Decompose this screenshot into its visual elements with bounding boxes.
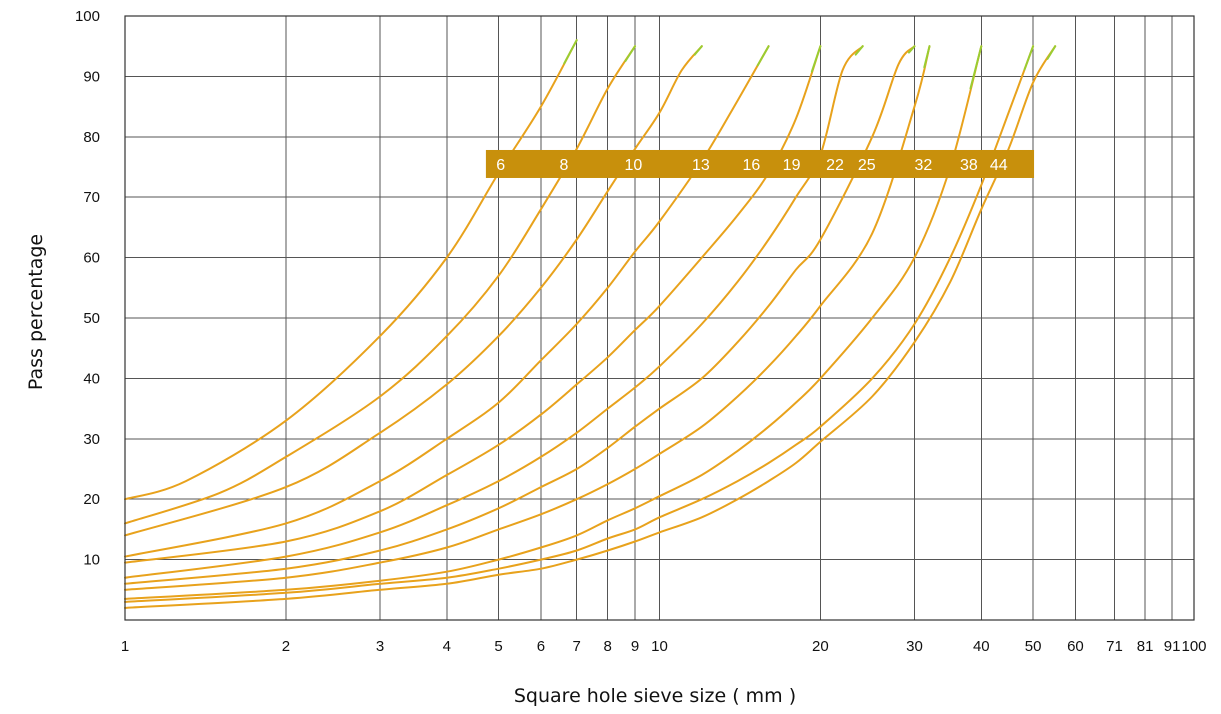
- series-line-8: [124, 45, 636, 525]
- series-tip-16: [810, 45, 822, 73]
- x-tick-labels: 1 2 3 4 5 6 7 8 9 10 20 30 40 50 60 71 81 91 100: [121, 638, 1207, 655]
- series-line-38: [124, 45, 1035, 603]
- series-label-38: 38: [960, 157, 978, 174]
- series-label-22: 22: [826, 157, 844, 174]
- y-tick-label: 90: [83, 68, 100, 85]
- series-tip-13: [756, 45, 770, 67]
- series-line-6: [124, 39, 578, 501]
- x-tick-label: 1: [121, 638, 129, 655]
- series-label-19: 19: [783, 157, 801, 174]
- y-tick-label: 10: [83, 552, 100, 569]
- series-line-16: [124, 45, 822, 564]
- series-tip-22: [907, 45, 916, 54]
- y-tick-label: 70: [83, 189, 100, 206]
- series-label-6: 6: [496, 157, 505, 174]
- x-tick-label: 9: [631, 638, 639, 655]
- series-line-10: [124, 45, 703, 537]
- x-tick-label: 8: [604, 638, 612, 655]
- series-tip-25: [923, 45, 931, 69]
- series-lines: [124, 39, 1057, 609]
- y-tick-label: 50: [83, 310, 100, 327]
- y-tick-label: 40: [83, 370, 100, 387]
- x-tick-label: 81: [1137, 638, 1154, 655]
- series-line-44: [124, 45, 1057, 609]
- series-line-25: [124, 45, 931, 591]
- x-tick-label: 3: [376, 638, 384, 655]
- series-tip-10: [693, 45, 703, 56]
- grid-lines: [124, 15, 1195, 620]
- series-label-band: 6 8 10 13 16 19 22 25 32 38 44: [485, 149, 1035, 178]
- x-tick-label: 4: [443, 638, 451, 655]
- series-line-19: [124, 45, 864, 579]
- x-tick-label: 71: [1106, 638, 1123, 655]
- series-line-32: [124, 45, 983, 600]
- x-tick-label: 50: [1025, 638, 1042, 655]
- x-tick-label: 40: [973, 638, 990, 655]
- y-axis-title: Pass percentage: [25, 234, 47, 390]
- series-tip-38: [1023, 45, 1035, 71]
- x-axis-title: Square hole sieve size ( mm ): [514, 685, 796, 707]
- series-tip-32: [969, 45, 983, 90]
- series-label-32: 32: [915, 157, 933, 174]
- y-tick-label: 20: [83, 491, 100, 508]
- series-tip-19: [854, 45, 864, 56]
- x-tick-label: 5: [494, 638, 502, 655]
- x-tick-label: 7: [573, 638, 581, 655]
- x-tick-label: 60: [1067, 638, 1084, 655]
- x-tick-label: 20: [812, 638, 829, 655]
- label-band-background: [485, 149, 1035, 178]
- series-label-16: 16: [743, 157, 761, 174]
- y-tick-labels: 10 20 30 40 50 60 70 80 90 100: [75, 8, 100, 569]
- y-tick-label: 30: [83, 431, 100, 448]
- series-label-13: 13: [692, 157, 710, 174]
- y-tick-label: 80: [83, 129, 100, 146]
- x-tick-label: 30: [906, 638, 923, 655]
- series-tip-44: [1046, 45, 1057, 60]
- series-label-44: 44: [990, 157, 1008, 174]
- x-tick-label: 6: [537, 638, 545, 655]
- series-label-25: 25: [858, 157, 876, 174]
- series-label-10: 10: [624, 157, 642, 174]
- plot-frame: [124, 15, 1195, 621]
- y-tick-label: 60: [83, 250, 100, 267]
- x-tick-label: 2: [282, 638, 290, 655]
- x-tick-label: 100: [1181, 638, 1206, 655]
- series-tip-6: [563, 39, 578, 65]
- series-line-22: [124, 45, 916, 585]
- x-tick-label: 10: [651, 638, 668, 655]
- x-tick-label: 91: [1164, 638, 1181, 655]
- series-label-8: 8: [560, 157, 569, 174]
- series-tip-8: [624, 45, 637, 62]
- y-tick-label: 100: [75, 8, 100, 25]
